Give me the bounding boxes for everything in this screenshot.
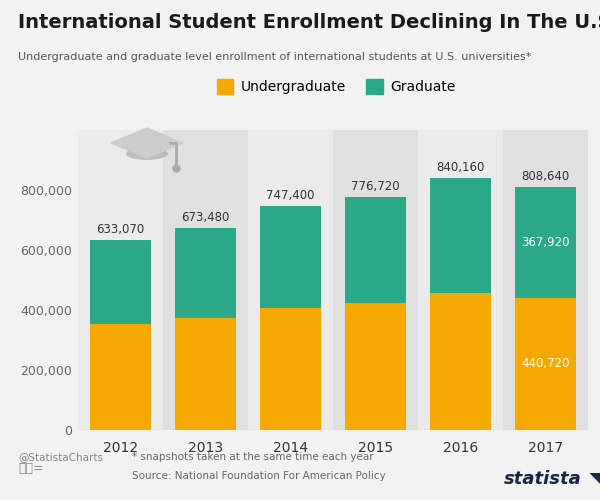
Bar <box>78 130 163 430</box>
Bar <box>260 206 321 308</box>
Text: 840,160: 840,160 <box>436 161 485 174</box>
Text: International Student Enrollment Declining In The U.S.: International Student Enrollment Declini… <box>18 12 600 32</box>
Bar <box>430 178 491 293</box>
Bar <box>515 298 576 430</box>
Text: Source: National Foundation For American Policy: Source: National Foundation For American… <box>132 471 386 481</box>
Text: * snapshots taken at the same time each year: * snapshots taken at the same time each … <box>132 452 374 462</box>
Bar <box>345 197 406 303</box>
Text: 633,070: 633,070 <box>97 223 145 236</box>
Text: 747,400: 747,400 <box>266 188 315 202</box>
Text: 776,720: 776,720 <box>351 180 400 193</box>
Text: ⓒⓘ=: ⓒⓘ= <box>18 462 44 475</box>
Bar <box>503 130 588 430</box>
Ellipse shape <box>127 148 167 159</box>
Text: ◥: ◥ <box>585 470 600 484</box>
Legend: Undergraduate, Graduate: Undergraduate, Graduate <box>217 80 455 94</box>
Text: 367,920: 367,920 <box>521 236 570 249</box>
Text: 673,480: 673,480 <box>181 211 230 224</box>
Bar <box>515 188 576 298</box>
Text: Undergraduate and graduate level enrollment of international students at U.S. un: Undergraduate and graduate level enrollm… <box>18 52 532 62</box>
Bar <box>333 130 418 430</box>
Bar <box>175 228 236 318</box>
Text: statista: statista <box>504 470 582 488</box>
Bar <box>163 130 248 430</box>
Bar <box>90 240 151 324</box>
Polygon shape <box>111 128 183 158</box>
Bar <box>345 303 406 430</box>
Text: 440,720: 440,720 <box>521 358 570 370</box>
Bar <box>248 130 333 430</box>
Bar <box>418 130 503 430</box>
Text: 808,640: 808,640 <box>521 170 569 183</box>
Bar <box>260 308 321 430</box>
Bar <box>430 293 491 430</box>
Text: @StatistaCharts: @StatistaCharts <box>18 452 103 462</box>
Bar <box>90 324 151 430</box>
Bar <box>175 318 236 430</box>
